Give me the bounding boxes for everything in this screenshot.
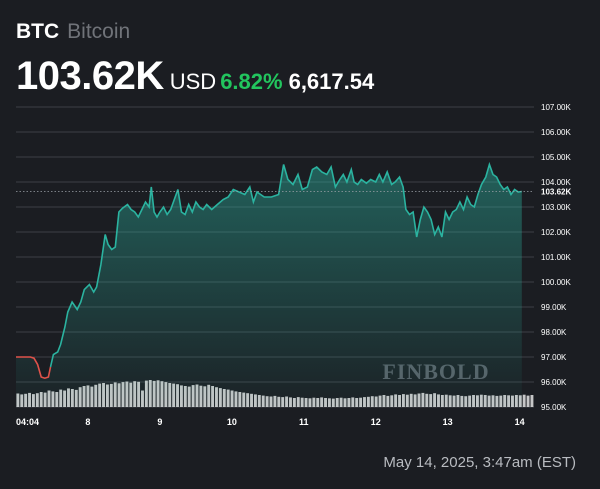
y-tick-label: 100.00K xyxy=(541,278,571,287)
x-tick-label: 10 xyxy=(227,417,237,427)
price-area xyxy=(16,164,522,407)
y-tick-label: 101.00K xyxy=(541,253,571,262)
volume-bar xyxy=(522,394,526,407)
y-tick-label: 104.00K xyxy=(541,178,571,187)
x-tick-label: 9 xyxy=(157,417,162,427)
current-price-label: 103.62K xyxy=(541,188,571,197)
currency-label: USD xyxy=(169,69,217,94)
price-line-down xyxy=(16,356,52,380)
y-tick-label: 98.00K xyxy=(541,328,567,337)
current-price: 103.62K xyxy=(16,54,164,98)
x-tick-label: 11 xyxy=(299,417,309,427)
y-tick-label: 106.00K xyxy=(541,128,571,137)
y-tick-label: 103.00K xyxy=(541,203,571,212)
y-tick-label: 95.00K xyxy=(541,403,567,412)
asset-name: Bitcoin xyxy=(67,20,131,43)
y-tick-label: 105.00K xyxy=(541,153,571,162)
volume-bar xyxy=(530,395,534,407)
asset-title: BTC Bitcoin xyxy=(16,20,130,44)
y-tick-label: 102.00K xyxy=(541,228,571,237)
price-summary: 103.62K USD 6.82% 6,617.54 xyxy=(16,54,374,99)
x-tick-label: 13 xyxy=(443,417,453,427)
y-tick-label: 97.00K xyxy=(541,353,567,362)
x-tick-label: 14 xyxy=(515,417,525,427)
y-tick-label: 96.00K xyxy=(541,378,567,387)
y-tick-label: 107.00K xyxy=(541,103,571,112)
price-line-up xyxy=(49,161,522,368)
volume-bar xyxy=(526,395,530,407)
x-tick-label: 12 xyxy=(371,417,381,427)
x-tick-label: 04:04 xyxy=(16,417,39,427)
change-absolute: 6,617.54 xyxy=(288,69,375,94)
x-tick-label: 8 xyxy=(85,417,90,427)
ticker-symbol: BTC xyxy=(16,20,60,43)
y-tick-label: 99.00K xyxy=(541,303,567,312)
price-chart[interactable]: 107.00K 106.00K 105.00K 104.00K 103.00K 102.0… xyxy=(0,95,600,435)
change-percent: 6.82% xyxy=(220,69,283,94)
timestamp: May 14, 2025, 3:47am (EST) xyxy=(383,454,576,471)
